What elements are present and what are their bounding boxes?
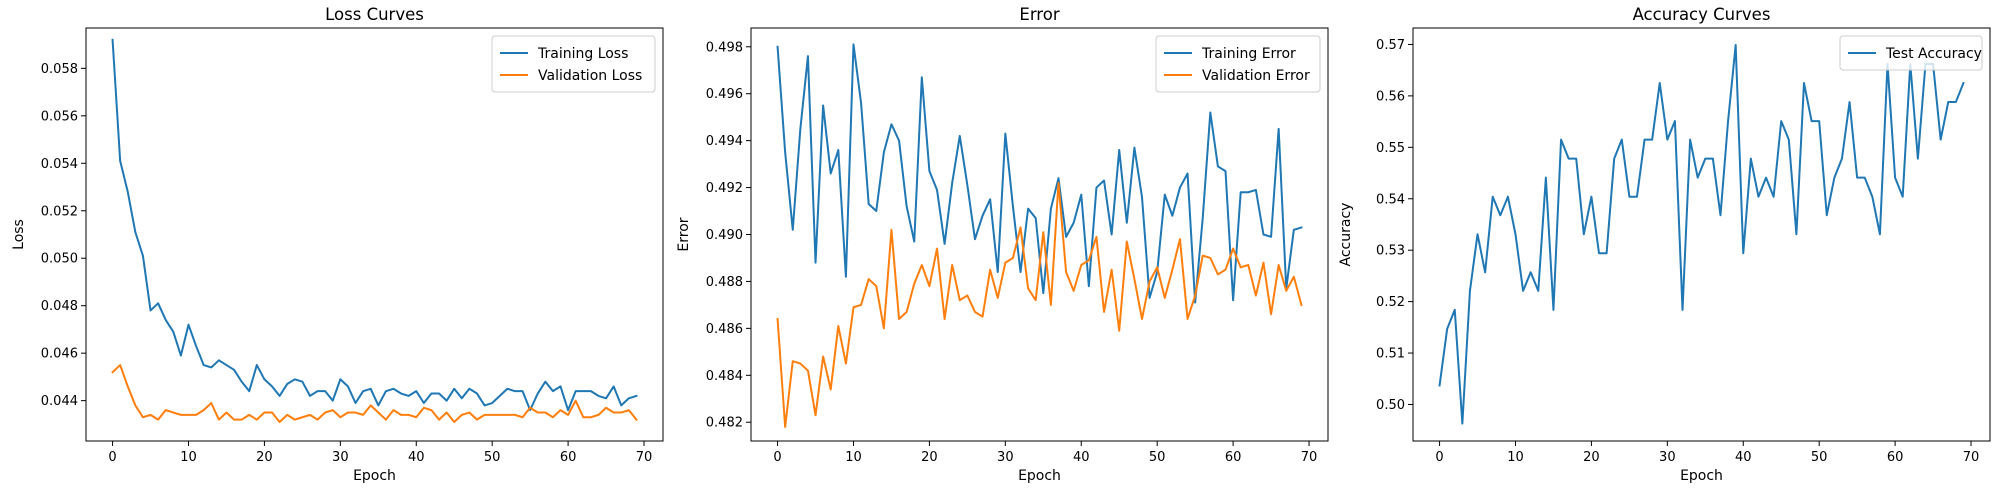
y-tick-label: 0.488 bbox=[706, 275, 743, 290]
x-tick-label: 40 bbox=[1073, 450, 1090, 465]
axes-frame bbox=[1412, 27, 1991, 442]
y-tick-label: 0.484 bbox=[706, 369, 743, 384]
chart-title: Error bbox=[1019, 5, 1059, 24]
x-tick-label: 10 bbox=[845, 450, 862, 465]
x-tick-label: 40 bbox=[408, 450, 425, 465]
y-axis-label: Error bbox=[676, 217, 692, 251]
subplot-1: Loss Curves 0 10 20 30 40 50 60 70 0.044 0.046 0.04… bbox=[11, 5, 664, 484]
x-tick-label: 60 bbox=[1887, 450, 1904, 465]
y-tick-label: 0.498 bbox=[706, 40, 743, 55]
x-tick-label: 0 bbox=[108, 450, 116, 465]
x-tick-label: 40 bbox=[1735, 450, 1752, 465]
legend-box bbox=[1155, 35, 1321, 93]
subplot-2: Error 0 10 20 30 40 50 60 70 0.482 0.484 0.486 0.488… bbox=[676, 5, 1329, 484]
x-axis-label: Epoch bbox=[353, 468, 396, 484]
series-line-validation-error bbox=[776, 181, 1303, 428]
legend-entry: Validation Error bbox=[1202, 68, 1310, 84]
legend-entry: Test Accuracy bbox=[1885, 46, 1982, 62]
y-axis-label: Loss bbox=[11, 219, 27, 250]
legend: Test Accuracy bbox=[1839, 35, 1983, 71]
y-tick-label: 0.57 bbox=[1376, 38, 1405, 53]
y-tick-label: 0.50 bbox=[1376, 398, 1405, 413]
x-tick-label: 60 bbox=[1225, 450, 1242, 465]
x-tick-label: 50 bbox=[1149, 450, 1166, 465]
y-tick-label: 0.486 bbox=[706, 322, 743, 337]
series-line-training-loss bbox=[111, 38, 638, 412]
x-tick-label: 70 bbox=[1963, 450, 1980, 465]
x-tick-label: 20 bbox=[921, 450, 938, 465]
y-axis-label: Accuracy bbox=[1338, 203, 1354, 267]
chart-title: Loss Curves bbox=[325, 5, 424, 24]
chart-title: Accuracy Curves bbox=[1633, 5, 1771, 24]
x-tick-label: 50 bbox=[1811, 450, 1828, 465]
y-tick-label: 0.56 bbox=[1376, 89, 1405, 104]
series-line-validation-loss bbox=[111, 364, 638, 424]
y-tick-label: 0.046 bbox=[41, 347, 78, 362]
x-tick-label: 30 bbox=[332, 450, 349, 465]
y-tick-label: 0.044 bbox=[41, 394, 78, 409]
x-tick-label: 0 bbox=[773, 450, 781, 465]
y-tick-label: 0.048 bbox=[41, 299, 78, 314]
y-tick-label: 0.51 bbox=[1376, 347, 1405, 362]
x-tick-label: 60 bbox=[560, 450, 577, 465]
x-axis-label: Epoch bbox=[1680, 468, 1723, 484]
series-line-test-accuracy bbox=[1438, 43, 1965, 425]
x-tick-label: 20 bbox=[1583, 450, 1600, 465]
y-tick-label: 0.050 bbox=[41, 252, 78, 267]
y-tick-label: 0.496 bbox=[706, 87, 743, 102]
y-tick-label: 0.054 bbox=[41, 157, 78, 172]
legend-entry: Training Error bbox=[1201, 46, 1296, 62]
y-tick-label: 0.052 bbox=[41, 204, 78, 219]
x-tick-label: 10 bbox=[1507, 450, 1524, 465]
x-tick-label: 0 bbox=[1435, 450, 1443, 465]
y-tick-label: 0.058 bbox=[41, 62, 78, 77]
x-tick-label: 10 bbox=[180, 450, 197, 465]
y-tick-label: 0.54 bbox=[1376, 192, 1405, 207]
y-tick-label: 0.52 bbox=[1376, 295, 1405, 310]
x-tick-label: 70 bbox=[1301, 450, 1318, 465]
legend-box bbox=[491, 35, 656, 93]
x-tick-label: 20 bbox=[256, 450, 273, 465]
series-line-training-error bbox=[776, 43, 1303, 304]
y-tick-label: 0.482 bbox=[706, 416, 743, 431]
legend: Training Error Validation Error bbox=[1155, 35, 1321, 93]
y-tick-label: 0.492 bbox=[706, 181, 743, 196]
subplot-3: Accuracy Curves 0 10 20 30 40 50 60 70 0.50 0.51 0.… bbox=[1338, 5, 1991, 484]
axes-frame bbox=[750, 27, 1329, 442]
legend-box bbox=[1839, 35, 1983, 71]
y-tick-label: 0.490 bbox=[706, 228, 743, 243]
legend-entry: Validation Loss bbox=[538, 68, 642, 84]
y-tick-label: 0.494 bbox=[706, 134, 743, 149]
legend: Training Loss Validation Loss bbox=[491, 35, 656, 93]
x-tick-label: 50 bbox=[484, 450, 501, 465]
x-tick-label: 70 bbox=[636, 450, 653, 465]
y-tick-label: 0.056 bbox=[41, 109, 78, 124]
axes-frame bbox=[85, 27, 664, 442]
y-tick-label: 0.55 bbox=[1376, 141, 1405, 156]
x-tick-label: 30 bbox=[1659, 450, 1676, 465]
x-tick-label: 30 bbox=[997, 450, 1014, 465]
subplots: Loss Curves 0 10 20 30 40 50 60 70 0.044 0.046 0.04… bbox=[11, 5, 1991, 484]
legend-entry: Training Loss bbox=[537, 46, 628, 62]
y-tick-label: 0.53 bbox=[1376, 244, 1405, 259]
x-axis-label: Epoch bbox=[1018, 468, 1061, 484]
